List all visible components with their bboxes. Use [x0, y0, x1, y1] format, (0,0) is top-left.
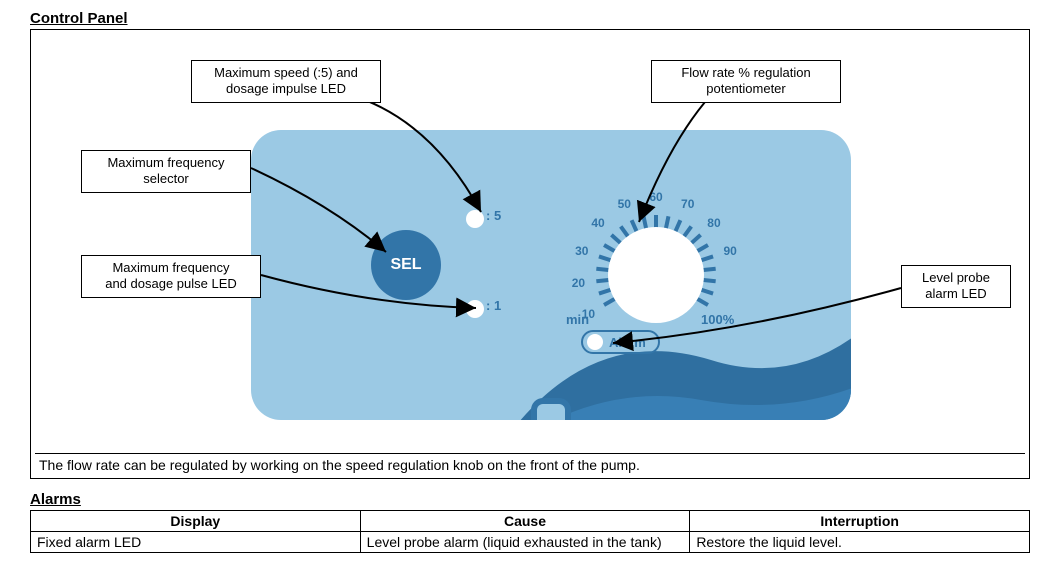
control-panel-title: Control Panel — [30, 10, 1030, 27]
alarm-indicator: Alarm — [581, 330, 660, 354]
table-header: Interruption — [690, 511, 1030, 532]
callout-text: potentiometer — [706, 81, 786, 96]
alarm-label: Alarm — [609, 335, 646, 350]
callout-max-freq-selector: Maximum frequency selector — [81, 150, 251, 193]
control-panel-figure: Maximum speed (:5) and dosage impulse LE… — [30, 29, 1030, 479]
led-1-label: : 1 — [486, 298, 501, 313]
dial-number: 90 — [723, 244, 736, 258]
table-row: Fixed alarm LEDLevel probe alarm (liquid… — [31, 532, 1030, 553]
panel-caption: The flow rate can be regulated by workin… — [35, 453, 1025, 476]
callout-max-freq-led: Maximum frequency and dosage pulse LED — [81, 255, 261, 298]
callout-text: and dosage pulse LED — [105, 276, 237, 291]
led-1 — [466, 300, 484, 318]
led-5 — [466, 210, 484, 228]
callout-level-probe: Level probe alarm LED — [901, 265, 1011, 308]
callout-flow-rate: Flow rate % regulation potentiometer — [651, 60, 841, 103]
table-cell: Fixed alarm LED — [31, 532, 361, 553]
device-panel: SEL : 5 : 1 102030405060708090 min 100% … — [251, 130, 851, 420]
callout-text: alarm LED — [925, 286, 986, 301]
dial-number: 70 — [681, 197, 694, 211]
table-cell: Restore the liquid level. — [690, 532, 1030, 553]
sel-button[interactable]: SEL — [371, 230, 441, 300]
dial-min-label: min — [566, 312, 589, 327]
callout-text: Level probe — [922, 270, 990, 285]
callout-text: dosage impulse LED — [226, 81, 346, 96]
dial-number: 60 — [649, 190, 662, 204]
alarms-table: DisplayCauseInterruption Fixed alarm LED… — [30, 510, 1030, 553]
cord-notch-icon — [531, 398, 571, 420]
dial-number: 40 — [591, 216, 604, 230]
alarm-led-icon — [587, 334, 603, 350]
led-5-label: : 5 — [486, 208, 501, 223]
callout-text: Maximum speed (:5) and — [214, 65, 358, 80]
callout-text: selector — [143, 171, 189, 186]
dial-number: 20 — [572, 276, 585, 290]
table-header: Display — [31, 511, 361, 532]
callout-text: Flow rate % regulation — [681, 65, 810, 80]
dial-number: 50 — [618, 197, 631, 211]
knob-face — [608, 227, 704, 323]
callout-max-speed: Maximum speed (:5) and dosage impulse LE… — [191, 60, 381, 103]
table-cell: Level probe alarm (liquid exhausted in t… — [360, 532, 690, 553]
callout-text: Maximum frequency — [112, 260, 229, 275]
callout-text: Maximum frequency — [107, 155, 224, 170]
dial-number: 80 — [707, 216, 720, 230]
table-header: Cause — [360, 511, 690, 532]
dial-number: 30 — [575, 244, 588, 258]
alarms-title: Alarms — [30, 491, 1030, 508]
dial-max-label: 100% — [701, 312, 734, 327]
